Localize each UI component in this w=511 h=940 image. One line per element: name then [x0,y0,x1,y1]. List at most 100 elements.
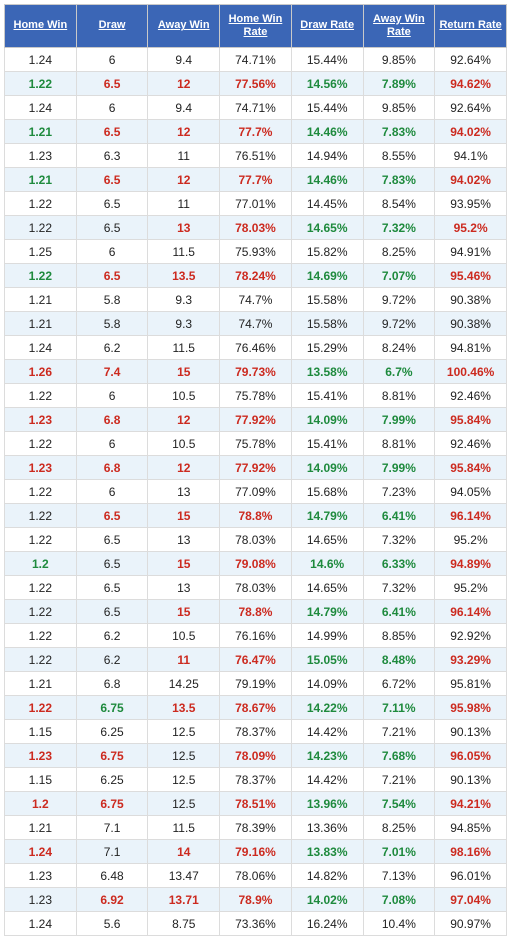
cell: 9.72% [363,288,435,312]
cell: 14.09% [291,456,363,480]
cell: 7.99% [363,408,435,432]
cell: 74.71% [220,48,292,72]
cell: 1.22 [5,696,77,720]
cell: 96.14% [435,504,507,528]
col-header[interactable]: Draw Rate [291,5,363,48]
table-row: 1.226.51177.01%14.45%8.54%93.95% [5,192,507,216]
cell: 74.7% [220,288,292,312]
cell: 95.2% [435,528,507,552]
cell: 1.22 [5,216,77,240]
cell: 9.3 [148,288,220,312]
cell: 6.41% [363,504,435,528]
table-row: 1.236.81277.92%14.09%7.99%95.84% [5,456,507,480]
cell: 15 [148,552,220,576]
cell: 15.05% [291,648,363,672]
cell: 12 [148,408,220,432]
cell: 92.64% [435,96,507,120]
cell: 6.2 [76,624,148,648]
cell: 6.2 [76,648,148,672]
cell: 14.09% [291,672,363,696]
table-row: 1.22610.575.78%15.41%8.81%92.46% [5,384,507,408]
cell: 14.46% [291,168,363,192]
cell: 5.8 [76,312,148,336]
cell: 1.24 [5,48,77,72]
cell: 12 [148,456,220,480]
cell: 9.4 [148,96,220,120]
cell: 94.89% [435,552,507,576]
cell: 14.94% [291,144,363,168]
cell: 6 [76,384,148,408]
cell: 74.71% [220,96,292,120]
cell: 12.5 [148,768,220,792]
cell: 94.05% [435,480,507,504]
cell: 7.54% [363,792,435,816]
table-row: 1.25611.575.93%15.82%8.25%94.91% [5,240,507,264]
cell: 12.5 [148,792,220,816]
col-header[interactable]: Home Win Rate [220,5,292,48]
cell: 10.4% [363,912,435,936]
cell: 11 [148,144,220,168]
cell: 8.25% [363,240,435,264]
cell: 1.15 [5,720,77,744]
cell: 93.95% [435,192,507,216]
cell: 6.2 [76,336,148,360]
cell: 14.45% [291,192,363,216]
cell: 11.5 [148,816,220,840]
cell: 97.04% [435,888,507,912]
cell: 7.89% [363,72,435,96]
cell: 6.75 [76,696,148,720]
cell: 15.41% [291,432,363,456]
cell: 1.21 [5,120,77,144]
cell: 90.13% [435,720,507,744]
col-header[interactable]: Away Win [148,5,220,48]
cell: 13 [148,528,220,552]
col-header[interactable]: Return Rate [435,5,507,48]
col-header[interactable]: Draw [76,5,148,48]
cell: 100.46% [435,360,507,384]
cell: 78.67% [220,696,292,720]
cell: 1.26 [5,360,77,384]
cell: 9.4 [148,48,220,72]
cell: 77.01% [220,192,292,216]
cell: 6.5 [76,120,148,144]
cell: 78.51% [220,792,292,816]
cell: 76.51% [220,144,292,168]
table-row: 1.236.9213.7178.9%14.02%7.08%97.04% [5,888,507,912]
cell: 7.1 [76,816,148,840]
cell: 78.9% [220,888,292,912]
cell: 79.19% [220,672,292,696]
cell: 5.6 [76,912,148,936]
table-row: 1.226.51378.03%14.65%7.32%95.2% [5,216,507,240]
cell: 75.93% [220,240,292,264]
cell: 13.36% [291,816,363,840]
table-row: 1.217.111.578.39%13.36%8.25%94.85% [5,816,507,840]
cell: 79.73% [220,360,292,384]
cell: 7.83% [363,168,435,192]
table-row: 1.236.7512.578.09%14.23%7.68%96.05% [5,744,507,768]
col-header[interactable]: Away Win Rate [363,5,435,48]
header-row: Home WinDrawAway WinHome Win RateDraw Ra… [5,5,507,48]
cell: 14.65% [291,216,363,240]
cell: 14.82% [291,864,363,888]
table-row: 1.226.7513.578.67%14.22%7.11%95.98% [5,696,507,720]
table-row: 1.2469.474.71%15.44%9.85%92.64% [5,48,507,72]
table-row: 1.246.211.576.46%15.29%8.24%94.81% [5,336,507,360]
cell: 94.21% [435,792,507,816]
table-row: 1.226.51578.8%14.79%6.41%96.14% [5,504,507,528]
cell: 6.8 [76,672,148,696]
cell: 7.11% [363,696,435,720]
cell: 78.03% [220,216,292,240]
cell: 94.91% [435,240,507,264]
cell: 15.44% [291,48,363,72]
table-row: 1.216.51277.7%14.46%7.83%94.02% [5,168,507,192]
cell: 8.55% [363,144,435,168]
cell: 92.46% [435,384,507,408]
cell: 76.16% [220,624,292,648]
cell: 6.5 [76,528,148,552]
cell: 1.21 [5,168,77,192]
table-row: 1.236.81277.92%14.09%7.99%95.84% [5,408,507,432]
col-header[interactable]: Home Win [5,5,77,48]
table-row: 1.226.21176.47%15.05%8.48%93.29% [5,648,507,672]
cell: 92.46% [435,432,507,456]
cell: 76.46% [220,336,292,360]
